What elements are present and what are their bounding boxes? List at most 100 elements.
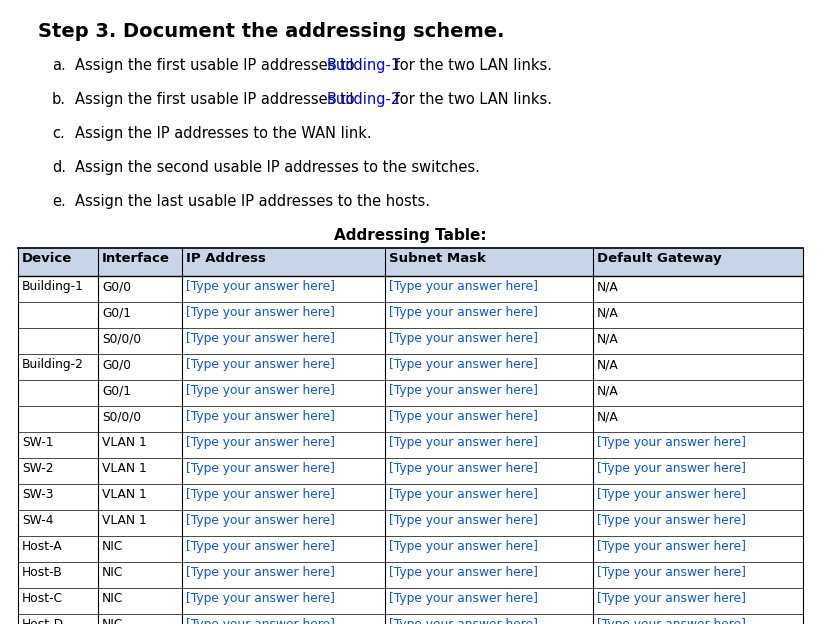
Text: Addressing Table:: Addressing Table: <box>334 228 487 243</box>
Text: Host-B: Host-B <box>22 566 62 579</box>
Text: a.: a. <box>52 58 66 73</box>
Bar <box>18 614 803 624</box>
Bar <box>18 588 803 614</box>
Text: [Type your answer here]: [Type your answer here] <box>186 436 335 449</box>
Text: Subnet Mask: Subnet Mask <box>389 252 486 265</box>
Text: VLAN 1: VLAN 1 <box>102 488 147 501</box>
Text: SW-3: SW-3 <box>22 488 53 501</box>
Text: [Type your answer here]: [Type your answer here] <box>186 384 335 397</box>
Text: Host-A: Host-A <box>22 540 62 553</box>
Bar <box>18 276 803 302</box>
Text: [Type your answer here]: [Type your answer here] <box>389 514 538 527</box>
Text: NIC: NIC <box>102 592 123 605</box>
Text: VLAN 1: VLAN 1 <box>102 436 147 449</box>
Text: [Type your answer here]: [Type your answer here] <box>597 566 746 579</box>
Bar <box>18 354 803 380</box>
Bar <box>18 248 803 276</box>
Text: G0/1: G0/1 <box>102 306 131 319</box>
Text: IP Address: IP Address <box>186 252 266 265</box>
Text: for the two LAN links.: for the two LAN links. <box>390 58 552 73</box>
Text: [Type your answer here]: [Type your answer here] <box>186 358 335 371</box>
Text: G0/1: G0/1 <box>102 384 131 397</box>
Text: [Type your answer here]: [Type your answer here] <box>597 488 746 501</box>
Bar <box>18 484 803 510</box>
Text: [Type your answer here]: [Type your answer here] <box>597 618 746 624</box>
Text: G0/0: G0/0 <box>102 280 131 293</box>
Text: NIC: NIC <box>102 618 123 624</box>
Text: G0/0: G0/0 <box>102 358 131 371</box>
Bar <box>18 328 803 354</box>
Text: [Type your answer here]: [Type your answer here] <box>186 280 335 293</box>
Text: [Type your answer here]: [Type your answer here] <box>389 332 538 345</box>
Bar <box>18 380 803 406</box>
Bar <box>18 406 803 432</box>
Text: c.: c. <box>52 126 65 141</box>
Text: [Type your answer here]: [Type your answer here] <box>186 618 335 624</box>
Text: [Type your answer here]: [Type your answer here] <box>389 384 538 397</box>
Text: VLAN 1: VLAN 1 <box>102 462 147 475</box>
Text: SW-4: SW-4 <box>22 514 53 527</box>
Text: [Type your answer here]: [Type your answer here] <box>186 410 335 423</box>
Text: [Type your answer here]: [Type your answer here] <box>389 488 538 501</box>
Text: Host-D: Host-D <box>22 618 64 624</box>
Text: e.: e. <box>52 194 66 209</box>
Text: [Type your answer here]: [Type your answer here] <box>597 592 746 605</box>
Text: Building-1: Building-1 <box>22 280 84 293</box>
Text: b.: b. <box>52 92 66 107</box>
Bar <box>18 458 803 484</box>
Text: Assign the last usable IP addresses to the hosts.: Assign the last usable IP addresses to t… <box>75 194 430 209</box>
Text: [Type your answer here]: [Type your answer here] <box>186 462 335 475</box>
Text: Building-2: Building-2 <box>327 92 401 107</box>
Text: [Type your answer here]: [Type your answer here] <box>186 514 335 527</box>
Text: Assign the IP addresses to the WAN link.: Assign the IP addresses to the WAN link. <box>75 126 372 141</box>
Bar <box>18 536 803 562</box>
Text: SW-1: SW-1 <box>22 436 53 449</box>
Bar <box>18 432 803 458</box>
Bar <box>18 562 803 588</box>
Text: [Type your answer here]: [Type your answer here] <box>186 566 335 579</box>
Text: Building-2: Building-2 <box>22 358 84 371</box>
Text: [Type your answer here]: [Type your answer here] <box>597 436 746 449</box>
Text: [Type your answer here]: [Type your answer here] <box>389 566 538 579</box>
Text: [Type your answer here]: [Type your answer here] <box>389 410 538 423</box>
Text: [Type your answer here]: [Type your answer here] <box>389 618 538 624</box>
Bar <box>18 302 803 328</box>
Text: N/A: N/A <box>597 410 619 423</box>
Text: Assign the first usable IP addresses to: Assign the first usable IP addresses to <box>75 92 360 107</box>
Text: [Type your answer here]: [Type your answer here] <box>389 592 538 605</box>
Text: S0/0/0: S0/0/0 <box>102 410 141 423</box>
Text: [Type your answer here]: [Type your answer here] <box>597 514 746 527</box>
Text: d.: d. <box>52 160 66 175</box>
Text: N/A: N/A <box>597 384 619 397</box>
Text: [Type your answer here]: [Type your answer here] <box>389 462 538 475</box>
Text: S0/0/0: S0/0/0 <box>102 332 141 345</box>
Text: [Type your answer here]: [Type your answer here] <box>389 436 538 449</box>
Text: Device: Device <box>22 252 72 265</box>
Text: [Type your answer here]: [Type your answer here] <box>389 280 538 293</box>
Text: N/A: N/A <box>597 332 619 345</box>
Text: [Type your answer here]: [Type your answer here] <box>186 592 335 605</box>
Text: Interface: Interface <box>102 252 170 265</box>
Text: [Type your answer here]: [Type your answer here] <box>597 540 746 553</box>
Text: [Type your answer here]: [Type your answer here] <box>597 462 746 475</box>
Text: N/A: N/A <box>597 306 619 319</box>
Text: N/A: N/A <box>597 358 619 371</box>
Text: Building-1: Building-1 <box>327 58 401 73</box>
Text: [Type your answer here]: [Type your answer here] <box>186 332 335 345</box>
Text: Assign the first usable IP addresses to: Assign the first usable IP addresses to <box>75 58 360 73</box>
Text: Step 3. Document the addressing scheme.: Step 3. Document the addressing scheme. <box>38 22 504 41</box>
Text: VLAN 1: VLAN 1 <box>102 514 147 527</box>
Text: Assign the second usable IP addresses to the switches.: Assign the second usable IP addresses to… <box>75 160 480 175</box>
Text: N/A: N/A <box>597 280 619 293</box>
Text: Default Gateway: Default Gateway <box>597 252 722 265</box>
Text: SW-2: SW-2 <box>22 462 53 475</box>
Text: [Type your answer here]: [Type your answer here] <box>186 540 335 553</box>
Text: NIC: NIC <box>102 540 123 553</box>
Text: Host-C: Host-C <box>22 592 63 605</box>
Text: [Type your answer here]: [Type your answer here] <box>389 358 538 371</box>
Text: [Type your answer here]: [Type your answer here] <box>186 488 335 501</box>
Text: for the two LAN links.: for the two LAN links. <box>390 92 552 107</box>
Text: [Type your answer here]: [Type your answer here] <box>389 540 538 553</box>
Text: [Type your answer here]: [Type your answer here] <box>389 306 538 319</box>
Bar <box>18 510 803 536</box>
